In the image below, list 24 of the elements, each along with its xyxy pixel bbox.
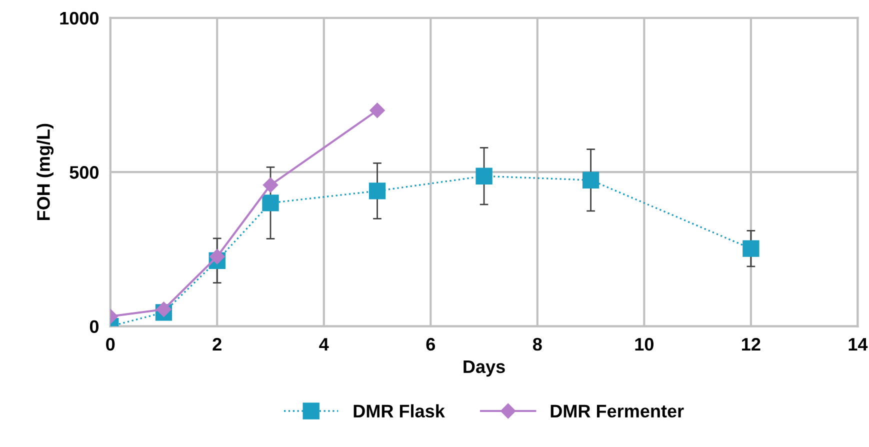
point — [582, 172, 600, 188]
point — [742, 240, 760, 257]
y-tick-label: 1000 — [60, 12, 99, 25]
x-tick-label: 12 — [742, 338, 760, 351]
x-axis-title: Days — [464, 360, 505, 377]
y-tick-label: 500 — [70, 166, 99, 179]
point — [262, 194, 279, 212]
point — [156, 302, 172, 317]
point — [210, 249, 225, 264]
x-tick-label: 14 — [848, 338, 868, 351]
legend-label: DMR Flask — [354, 404, 445, 418]
y-tick-label: 0 — [90, 320, 99, 334]
legend-label: DMR Fermenter — [550, 404, 684, 418]
x-tick-label: 4 — [319, 338, 329, 351]
point — [476, 168, 492, 184]
point — [370, 102, 385, 118]
y-axis-title: FOH (mg/L) — [36, 124, 54, 220]
x-tick-label: 6 — [426, 338, 436, 351]
x-tick-label: 8 — [532, 338, 542, 351]
x-tick-label: 0 — [106, 338, 115, 351]
x-tick-label: 2 — [212, 338, 222, 351]
point — [262, 177, 278, 193]
x-tick-label: 10 — [635, 338, 654, 351]
point — [368, 182, 386, 200]
